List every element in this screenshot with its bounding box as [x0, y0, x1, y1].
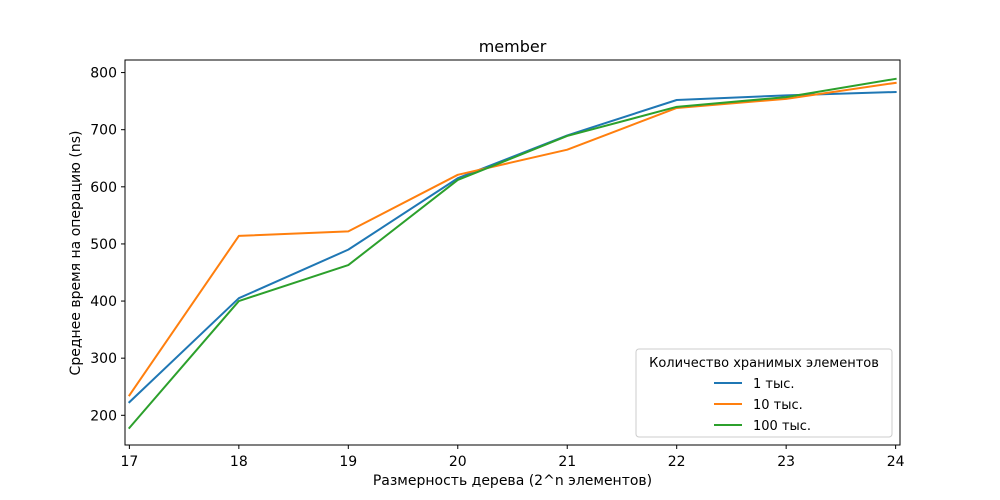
x-tick-label-22: 22 — [668, 454, 686, 470]
y-tick-label-400: 400 — [90, 294, 117, 310]
x-tick-label-20: 20 — [449, 454, 467, 470]
series-layer — [127, 77, 897, 430]
legend-label-2: 10 тыс. — [753, 398, 803, 413]
y-tick-label-200: 200 — [90, 408, 117, 424]
y-axis: 200 300 400 500 600 700 800 — [90, 66, 125, 424]
y-axis-label: Среднее время на операцию (ns) — [68, 131, 84, 376]
legend-label-3: 100 тыс. — [753, 419, 811, 434]
chart-title: member — [479, 37, 547, 56]
legend-title: Количество хранимых элементов — [649, 356, 879, 371]
x-axis: 17 18 19 20 21 22 23 24 — [120, 445, 905, 470]
x-tick-label-17: 17 — [120, 454, 138, 470]
legend-label-1: 1 тыс. — [753, 377, 795, 392]
legend-box — [635, 348, 893, 438]
x-tick-label-19: 19 — [339, 454, 357, 470]
series-line-3 — [127, 77, 897, 430]
x-tick-label-23: 23 — [777, 454, 795, 470]
series-line-1 — [127, 90, 897, 404]
x-tick-label-24: 24 — [887, 454, 905, 470]
y-tick-label-700: 700 — [90, 123, 117, 139]
x-tick-label-21: 21 — [558, 454, 576, 470]
plot-area-frame — [124, 59, 901, 446]
series-line-2 — [127, 81, 897, 397]
y-tick-label-500: 500 — [90, 237, 117, 253]
y-tick-label-600: 600 — [90, 180, 117, 196]
legend: Количество хранимых элементов 1 тыс. 10 т… — [635, 348, 893, 438]
y-tick-label-800: 800 — [90, 66, 117, 82]
x-axis-label: Размерность дерева (2^n элементов) — [373, 473, 652, 489]
y-tick-label-300: 300 — [90, 351, 117, 367]
legend-items: 1 тыс. 10 тыс. 100 тыс. — [714, 377, 811, 434]
x-tick-label-18: 18 — [230, 454, 248, 470]
